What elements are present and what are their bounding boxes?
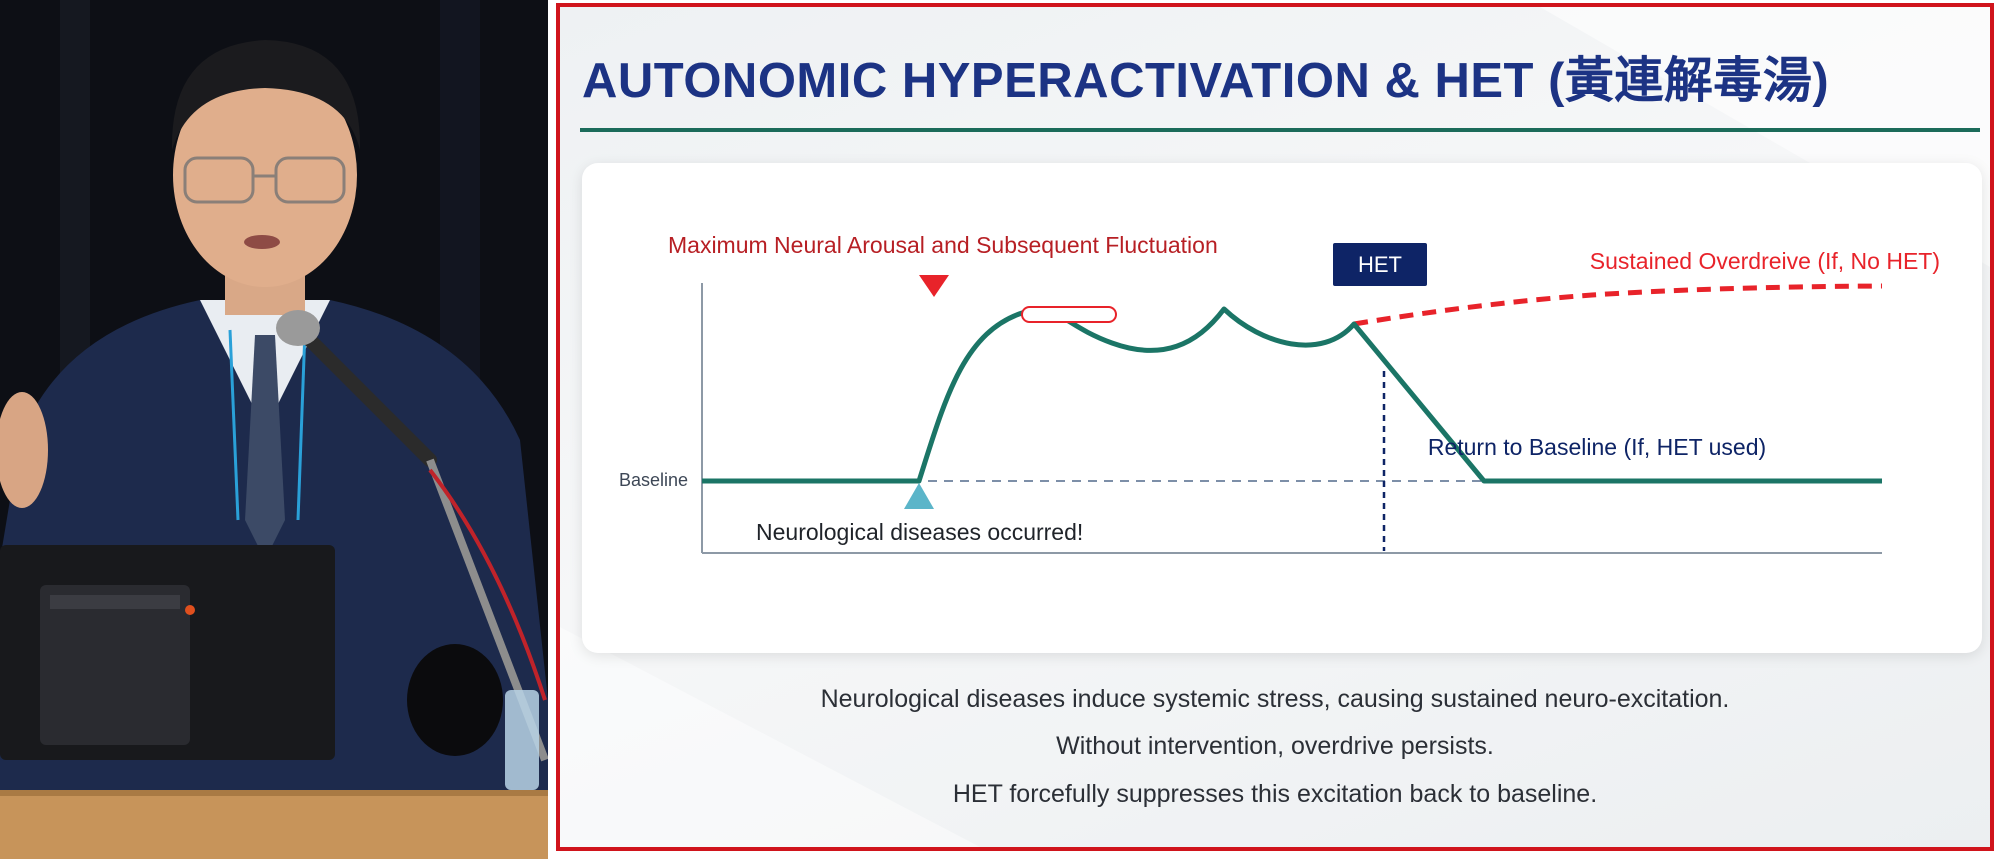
caption-line-1: Neurological diseases induce systemic st… [820,685,1730,713]
title-underline [580,128,1980,132]
peak-arousal-label: Maximum Neural Arousal and Subsequent Fl… [668,232,1218,258]
neural-arousal-diagram: HET Maximum Neural Arousal and Subsequen… [619,232,1940,554]
arousal-curve [702,306,1882,484]
slide-title: AUTONOMIC HYPERACTIVATION & HET (黃連解毒湯) [582,54,1830,108]
onset-marker-icon [904,483,934,509]
het-box [1333,243,1427,286]
diagram-card: HET Maximum Neural Arousal and Subsequen… [582,163,1982,653]
presentation-slide: AUTONOMIC HYPERACTIVATION & HET (黃連解毒湯) … [556,3,1994,851]
het-box-label: HET [1358,252,1402,277]
caption-line-2: Without intervention, overdrive persists… [1056,732,1494,760]
onset-label: Neurological diseases occurred! [756,519,1083,545]
peak-plateau-marker [1021,306,1117,323]
return-baseline-label: Return to Baseline (If, HET used) [1428,434,1766,460]
caption-line-3: HET forcefully suppresses this excitatio… [952,780,1598,808]
baseline-label: Baseline [619,470,688,490]
peak-marker-icon [919,275,949,297]
overdrive-curve [1353,283,1883,327]
overdrive-label: Sustained Overdreive (If, No HET) [1590,248,1940,274]
speaker-photo [0,0,548,859]
